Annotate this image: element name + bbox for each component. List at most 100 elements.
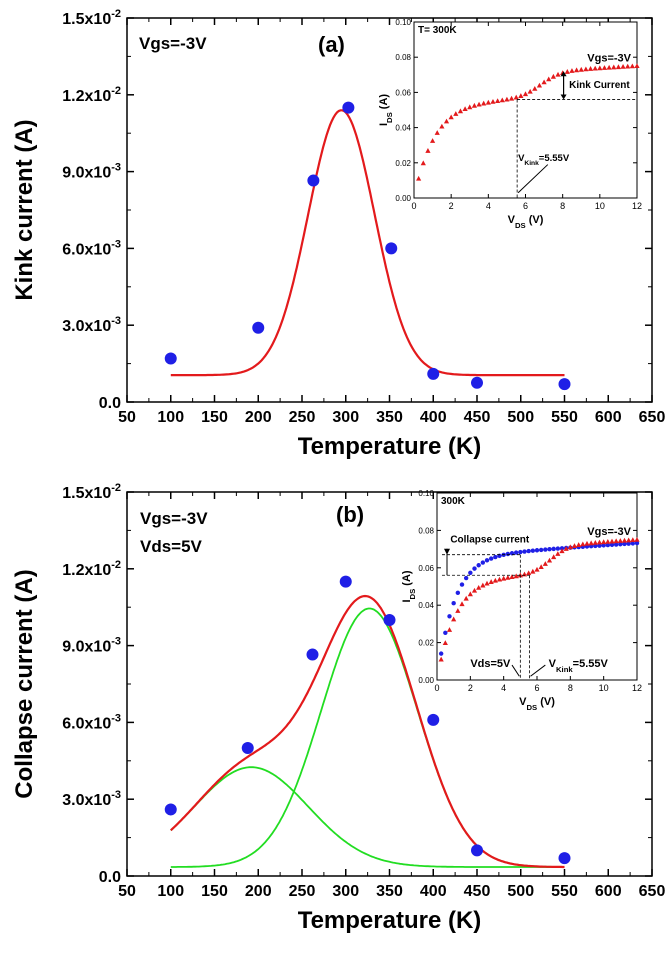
inset-triangle-point (429, 138, 436, 143)
inset-triangle-point (439, 123, 445, 129)
gaussian-fit-curve-1 (170, 109, 565, 377)
y-tick-label: 1.5x10-2 (62, 8, 121, 28)
x-tick-label: 450 (464, 409, 491, 426)
inset-triangle-point (457, 108, 464, 114)
x-tick-label: 300 (332, 409, 359, 426)
inset-triangle-point (630, 537, 636, 543)
inset-vgs-label: Vgs=-3V (587, 53, 631, 65)
inset-triangle-point (446, 627, 453, 632)
inset-circle-point (493, 554, 498, 560)
inset-triangle-point (448, 114, 454, 120)
inset-triangle-point (542, 561, 548, 566)
x-tick-label: 650 (639, 409, 666, 426)
inset-triangle-point (505, 574, 511, 580)
panel-label-a: (a) (318, 32, 345, 57)
inset-triangle-point (532, 85, 538, 91)
inset-triangle-point (617, 538, 623, 543)
inset-circle-point (559, 546, 565, 551)
data-point (427, 367, 440, 380)
inset-circle-point (622, 541, 627, 547)
x-tick-label: 450 (464, 883, 491, 900)
inset-y-tick-label: 0.08 (418, 526, 434, 535)
inset-circle-point (484, 558, 490, 563)
y-tick-label: 6.0x10-3 (62, 238, 121, 258)
x-tick-label: 600 (595, 409, 622, 426)
inset-triangle-point (588, 540, 594, 546)
x-tick-label: 150 (201, 409, 228, 426)
data-point (558, 852, 571, 865)
vkink-label: VKink=5.55V (518, 153, 570, 167)
y-tick-label: 1.5x10-2 (62, 482, 121, 502)
inset-x-tick-label: 10 (599, 683, 609, 693)
vkink-label: VKink=5.55V (549, 658, 609, 674)
x-tick-label: 550 (551, 409, 578, 426)
x-tick-label: 500 (507, 883, 534, 900)
inset-frame (413, 21, 638, 199)
inset-triangle-point (509, 574, 515, 579)
inset-triangle-point (571, 543, 578, 548)
data-point (558, 378, 571, 391)
inset-triangle-point (541, 79, 547, 85)
inset-triangle-point (555, 71, 561, 77)
data-point (342, 101, 355, 114)
inset-triangle-point (476, 101, 482, 107)
inset-triangle-point (606, 64, 612, 70)
inset-triangle-point (597, 65, 603, 71)
inset-x-tick-label: 4 (501, 683, 506, 693)
inset-triangle-point (546, 557, 553, 563)
inset-circle-point (609, 542, 615, 548)
inset-triangle-point (634, 536, 640, 542)
inset-x-tick-label: 2 (468, 683, 473, 693)
inset-triangle-point (550, 73, 556, 79)
inset-x-tick-label: 8 (568, 683, 573, 693)
inset-circle-point (468, 570, 473, 575)
inset-circle-point (543, 547, 548, 552)
inset-triangle-point (453, 111, 459, 116)
inset-vgs-label: Vgs=-3V (587, 526, 631, 538)
inset-triangle-point (471, 102, 477, 108)
inset-circle-point (626, 541, 631, 546)
inset-circle-point (480, 560, 486, 565)
inset-y-axis-label: IDS (A) (378, 94, 394, 126)
data-point (252, 321, 265, 334)
inset-x-tick-label: 10 (595, 201, 605, 211)
inset-y-tick-label: 0.04 (418, 601, 434, 610)
inset-y-tick-label: 0.02 (418, 639, 434, 648)
inset-triangle-point (467, 104, 473, 110)
inset-circle-point (443, 630, 448, 635)
inset-triangle-point (555, 551, 561, 556)
inset-triangle-point (559, 548, 565, 554)
inset-y-tick-label: 0.10 (395, 18, 411, 27)
inset-triangle-point (438, 656, 444, 662)
collapse-arrow-head (444, 548, 450, 555)
y-axis-label: Collapse current (A) (11, 569, 38, 798)
x-tick-label: 200 (245, 409, 272, 426)
inset-triangle-point (576, 542, 582, 547)
inset-triangle-point (463, 595, 469, 601)
inset-triangle-point (442, 640, 448, 646)
inset-x-tick-label: 12 (632, 201, 642, 211)
inset-triangle-point (425, 148, 431, 153)
inset-triangle-point (615, 64, 622, 70)
vds-annotation: Vds=5V (140, 537, 203, 556)
inset-triangle-point (488, 579, 494, 584)
inset-panel-b: 0 2 4 6 8 10 12 0.00 0.02 0.04 0.06 0.08 0.10 VDS (V)… (401, 489, 642, 712)
data-point (164, 352, 177, 365)
inset-triangle-point (455, 608, 461, 613)
x-tick-label: 250 (289, 883, 316, 900)
inset-circle-point (472, 566, 477, 571)
inset-triangle-point (499, 97, 505, 103)
inset-x-tick-label: 4 (486, 201, 491, 211)
inset-triangle-point (485, 99, 491, 105)
chart-panel-b: 50 100 150 200 250 300 350 400 450 500 550 600 6500.… (11, 482, 665, 934)
inset-triangle-point (451, 616, 457, 622)
inset-circle-point (618, 542, 623, 547)
inset-circle-point (538, 547, 544, 553)
y-axis-label: Kink current (A) (11, 119, 38, 300)
inset-x-tick-label: 12 (632, 683, 642, 693)
inset-triangle-point (601, 539, 607, 545)
data-point (385, 242, 398, 255)
data-point (471, 844, 483, 857)
inset-circle-point (613, 542, 619, 547)
